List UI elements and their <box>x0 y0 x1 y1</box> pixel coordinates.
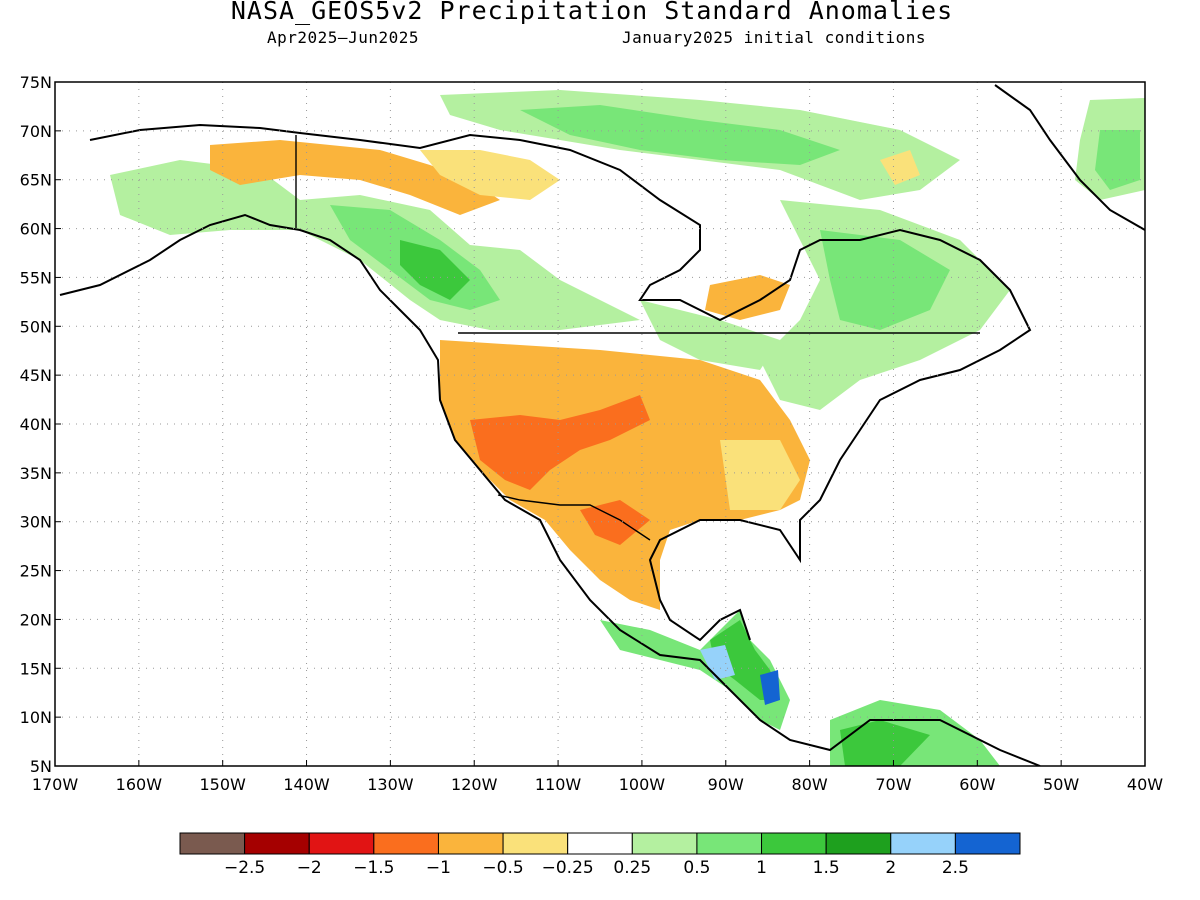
colorbar-swatch <box>825 832 892 855</box>
coastlines <box>59 84 1145 766</box>
colorbar-label: −0.25 <box>542 858 594 878</box>
colorbar-label: −1.5 <box>353 858 394 878</box>
colorbar-label: −0.5 <box>482 858 523 878</box>
dry-region-northern-canada <box>210 140 500 215</box>
colorbar-label: 1.5 <box>813 858 840 878</box>
lon-label: 120W <box>451 775 498 794</box>
colorbar-label: 2.5 <box>942 858 969 878</box>
dry-region-southwest-core <box>470 395 650 490</box>
dry-region-texas-core <box>580 500 650 545</box>
colorbar-swatch <box>502 832 569 855</box>
wet-region-central-america-extreme <box>760 670 780 705</box>
lat-label: 55N <box>20 268 52 287</box>
lat-label: 15N <box>20 659 52 678</box>
colorbar <box>179 832 1021 855</box>
colorbar-label: 0.25 <box>613 858 651 878</box>
colorbar-swatch <box>179 832 246 855</box>
lon-label: 160W <box>116 775 163 794</box>
wet-region-hudson-east <box>640 300 780 370</box>
wet-region-bc-core <box>400 240 470 300</box>
forecast-period: Apr2025–Jun2025 <box>267 28 419 47</box>
lon-label: 70W <box>875 775 911 794</box>
dry-region-southeast <box>720 440 800 510</box>
colorbar-swatch <box>244 832 310 855</box>
colorbar-swatch <box>890 832 956 855</box>
lat-label: 50N <box>20 317 52 336</box>
initial-conditions: January2025 initial conditions <box>622 28 926 47</box>
wet-region-south-america-core <box>840 720 930 766</box>
colorbar-label: 1 <box>756 858 767 878</box>
lat-label: 20N <box>20 610 52 629</box>
dry-region-ontario <box>705 275 790 320</box>
wet-region-arctic-core <box>520 105 840 165</box>
colorbar-swatch <box>567 832 633 855</box>
colorbar-swatch <box>373 832 439 855</box>
colorbar-swatch <box>696 832 763 855</box>
map-title: NASA_GEOS5v2 Precipitation Standard Anom… <box>230 0 954 25</box>
latitude-labels: 75N 70N 65N 60N 55N 50N 45N 40N 35N 30N 25N 20N 15N 1… <box>20 73 61 776</box>
colorbar-swatch <box>437 832 504 855</box>
wet-region-greenland-core <box>1095 130 1140 190</box>
lat-label: 70N <box>20 122 52 141</box>
lon-label: 140W <box>283 775 330 794</box>
lon-label: 100W <box>619 775 666 794</box>
lat-label: 65N <box>20 171 52 190</box>
lon-label: 60W <box>959 775 995 794</box>
anomaly-shading <box>110 90 1145 766</box>
wet-region-central-america-vstrong <box>700 645 735 680</box>
lat-label: 35N <box>20 464 52 483</box>
colorbar-labels: −2.5 −2 −1.5 −1 −0.5 −0.25 0.25 0.5 1 1.5 2 2.5 <box>224 858 969 878</box>
colorbar-swatch <box>761 832 827 855</box>
lon-label: 110W <box>535 775 582 794</box>
lon-label: 50W <box>1043 775 1079 794</box>
lon-label: 80W <box>792 775 828 794</box>
wet-region-canada-east-core <box>820 230 950 330</box>
lon-label: 170W <box>32 775 79 794</box>
colorbar-swatch <box>954 832 1021 855</box>
lon-label: 130W <box>367 775 414 794</box>
lat-label: 5N <box>30 757 52 776</box>
colorbar-label: −1 <box>426 858 451 878</box>
colorbar-label: −2 <box>297 858 322 878</box>
dry-region-us-mexico <box>440 340 810 610</box>
lat-label: 40N <box>20 415 52 434</box>
colorbar-label: −2.5 <box>224 858 265 878</box>
lon-label: 150W <box>200 775 247 794</box>
lat-label: 25N <box>20 562 52 581</box>
lat-label: 60N <box>20 220 52 239</box>
dry-region-quebec <box>880 150 920 185</box>
colorbar-swatch <box>308 832 375 855</box>
lat-label: 10N <box>20 708 52 727</box>
lat-label: 45N <box>20 366 52 385</box>
lat-label: 75N <box>20 73 52 92</box>
lat-label: 30N <box>20 513 52 532</box>
dry-region-nunavut <box>420 150 560 200</box>
lon-label: 40W <box>1127 775 1163 794</box>
longitude-labels: 170W 160W 150W 140W 130W 120W 110W 100W 90W 80W 70… <box>32 760 1163 794</box>
colorbar-label: 2 <box>885 858 896 878</box>
colorbar-label: 0.5 <box>683 858 710 878</box>
lon-label: 90W <box>708 775 744 794</box>
colorbar-swatch <box>631 832 698 855</box>
